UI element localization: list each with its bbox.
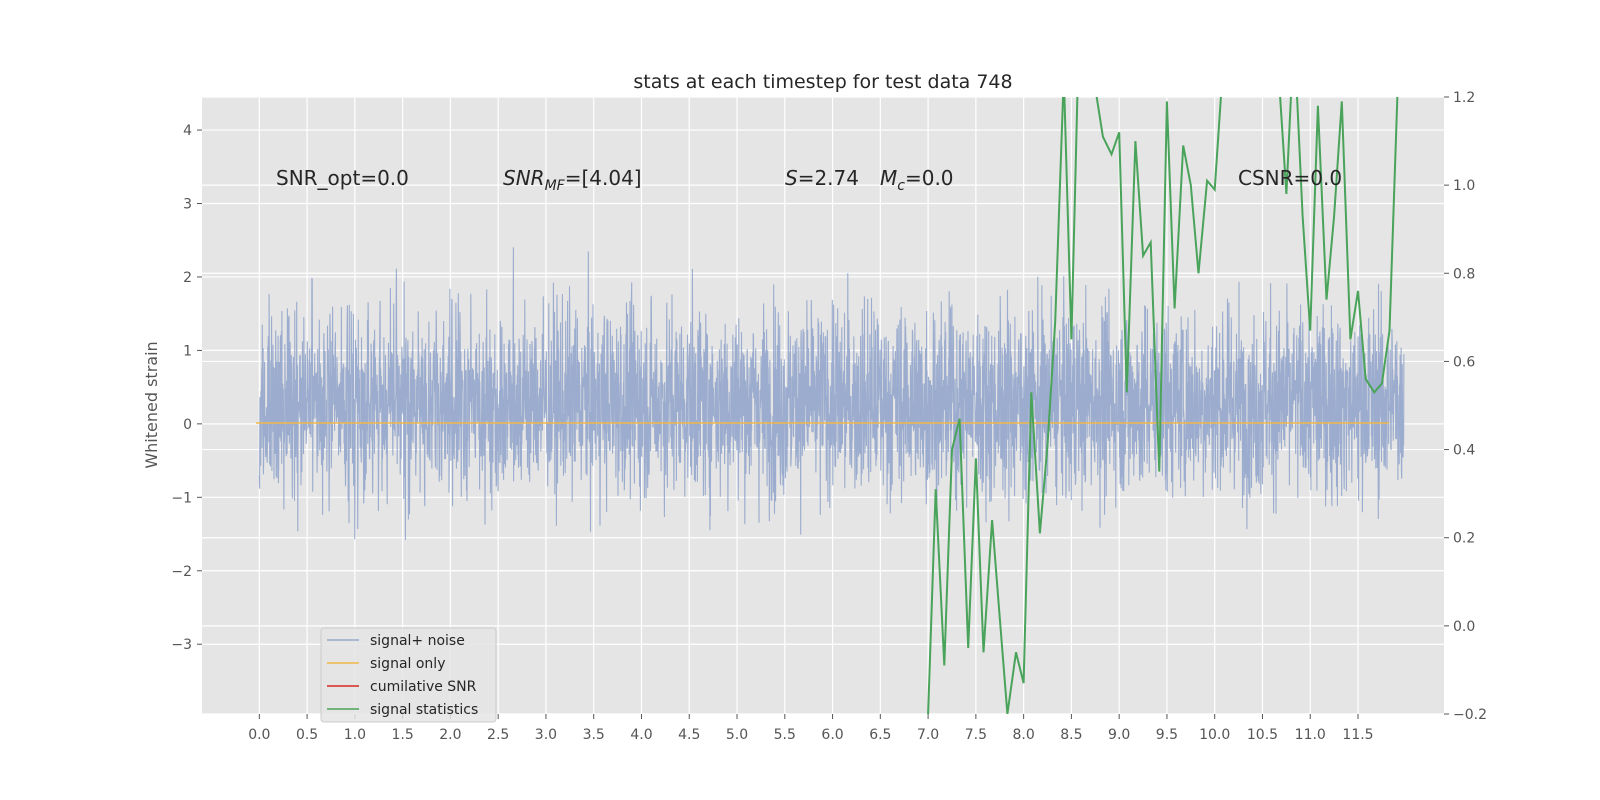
x-tick-label: 3.5 — [583, 727, 605, 743]
x-tick-label: 7.5 — [965, 727, 987, 743]
x-tick-label: 11.0 — [1295, 727, 1326, 743]
y2-tick-label: 1.0 — [1453, 178, 1475, 194]
y-tick-label: 2 — [183, 270, 192, 286]
csnr-annotation: CSNR=0.0 — [1238, 166, 1342, 190]
snr-opt-annotation: SNR_opt=0.0 — [276, 166, 409, 190]
x-tick-label: 10.0 — [1199, 727, 1230, 743]
legend-box — [320, 627, 497, 723]
x-tick-label: 9.0 — [1108, 727, 1130, 743]
x-tick-label: 5.5 — [774, 727, 796, 743]
x-tick-label: 6.0 — [821, 727, 843, 743]
y-tick-label: −1 — [171, 490, 192, 506]
x-tick-label: 5.0 — [726, 727, 748, 743]
y-tick-label: −2 — [171, 564, 192, 580]
x-tick-label: 0.5 — [296, 727, 318, 743]
y-axis-label: Whitened strain — [142, 341, 161, 468]
x-tick-label: 9.5 — [1156, 727, 1178, 743]
x-tick-label: 8.0 — [1012, 727, 1034, 743]
x-tick-label: 3.0 — [535, 727, 557, 743]
x-tick-label: 1.5 — [391, 727, 413, 743]
signal-statistics-line — [927, 97, 1399, 714]
y-tick-label: 4 — [183, 123, 192, 139]
x-tick-label: 1.0 — [344, 727, 366, 743]
legend-label-signal-noise: signal+ noise — [370, 633, 465, 649]
x-tick-label: 4.0 — [630, 727, 652, 743]
right-y-axis-ticks: 1.2 1.0 0.8 0.6 0.4 0.2 0.0 −0.2 — [1444, 90, 1487, 723]
x-tick-label: 2.0 — [439, 727, 461, 743]
chart-title: stats at each timestep for test data 748 — [633, 71, 1012, 93]
y-tick-label: 0 — [183, 417, 192, 433]
mc-annotation: Mc=0.0 — [880, 166, 954, 194]
y2-tick-label: 0.6 — [1453, 354, 1475, 370]
y2-tick-label: 0.2 — [1453, 531, 1475, 547]
signal-noise-series — [258, 247, 1405, 540]
s-annotation: S=2.74 — [785, 166, 859, 190]
x-tick-label: 4.5 — [678, 727, 700, 743]
y2-tick-label: 0.8 — [1453, 266, 1475, 282]
x-tick-label: 10.5 — [1247, 727, 1278, 743]
y2-tick-label: 0.4 — [1453, 443, 1475, 459]
x-tick-label: 7.0 — [917, 727, 939, 743]
x-tick-label: 0.0 — [248, 727, 270, 743]
y-tick-label: 3 — [183, 197, 192, 213]
signal-noise-line — [258, 247, 1405, 540]
legend-label-signal-only: signal only — [370, 656, 445, 672]
y-tick-label: 1 — [183, 343, 192, 359]
x-tick-label: 2.5 — [487, 727, 509, 743]
y2-tick-label: −0.2 — [1453, 707, 1487, 723]
y2-tick-label: 0.0 — [1453, 619, 1475, 635]
signal-statistics-series — [927, 97, 1399, 714]
y-axis-ticks: 4 3 2 1 0 −1 −2 −3 — [171, 123, 202, 653]
snr-mf-annotation: SNRMF=[4.04] — [503, 166, 642, 194]
x-tick-label: 8.5 — [1060, 727, 1082, 743]
y-tick-label: −3 — [171, 637, 192, 653]
x-tick-label: 6.5 — [869, 727, 891, 743]
x-axis-ticks: 0.0 0.5 1.0 1.5 2.0 2.5 3.0 3.5 4.0 4.5 5.0 5.5 6.0 6… — [248, 714, 1374, 743]
legend-label-signal-statistics: signal statistics — [370, 702, 478, 718]
x-tick-label: 11.5 — [1342, 727, 1373, 743]
y2-tick-label: 1.2 — [1453, 90, 1475, 106]
legend: signal+ noise signal only cumilative SNR… — [320, 627, 497, 723]
legend-label-cumulative-snr: cumilative SNR — [370, 679, 477, 695]
